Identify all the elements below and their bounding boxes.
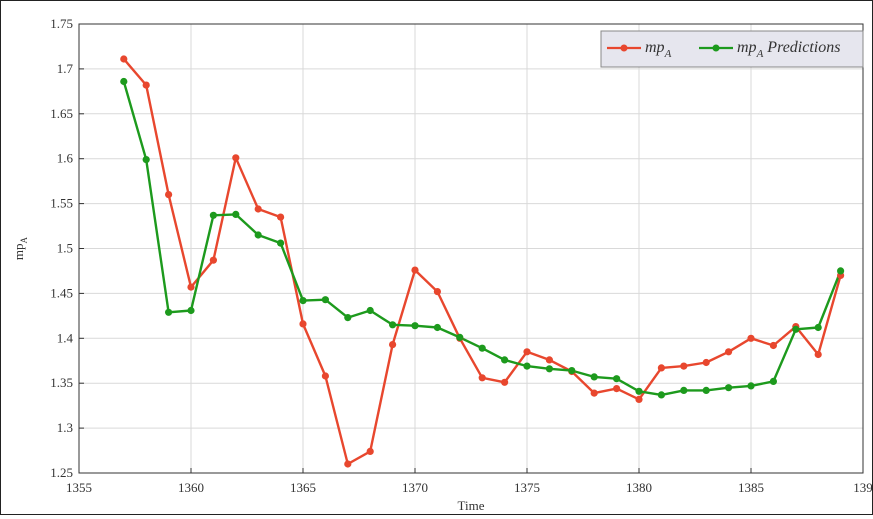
axes (78, 23, 864, 474)
series-2-point (568, 367, 576, 375)
legend-marker-series-2 (712, 44, 720, 52)
series-2-point (613, 375, 621, 383)
series-1-point (613, 385, 621, 393)
series-2-point (433, 323, 441, 332)
legend: mpA mpA Predictions (600, 30, 864, 68)
series-1-point (590, 389, 598, 397)
series-1-point (120, 55, 128, 63)
series-1-point (523, 348, 531, 356)
series-2-point (120, 77, 128, 86)
series-1-point (635, 395, 643, 403)
series-2-point (299, 297, 307, 305)
y-tick-label: 1.7 (57, 61, 74, 76)
x-tick-label: 1355 (66, 480, 92, 495)
series-2-point (792, 325, 800, 333)
series-2-point (501, 356, 509, 364)
series-2-point (187, 306, 195, 315)
x-tick-label: 1380 (626, 480, 652, 495)
series-2-point (725, 384, 733, 392)
legend-marker-series-1 (620, 44, 628, 52)
series-1-point (389, 341, 397, 349)
plot-border (78, 23, 864, 474)
series-1-point (433, 288, 441, 296)
y-tick-label: 1.55 (50, 196, 73, 211)
series-2-point (389, 321, 397, 329)
series-1-point (277, 213, 285, 221)
series-2-point (590, 373, 598, 381)
series-1-point (366, 447, 374, 455)
series-2-point (142, 156, 150, 164)
series-1-point (321, 372, 329, 380)
series-2-point (277, 239, 285, 247)
series-1-point (165, 191, 173, 199)
y-tick-labels: 1.25 1.3 1.35 1.4 1.45 1.5 1.55 1.6 1.65 1.7 1.75 (50, 16, 73, 480)
series-1-point (344, 460, 352, 468)
series-1-point (232, 154, 240, 162)
x-tick-label: 1370 (402, 480, 428, 495)
series-2-point (769, 377, 778, 385)
series-1-point (725, 348, 733, 356)
series-1-point (187, 283, 195, 291)
series-2-point (254, 231, 262, 239)
series-points (120, 55, 845, 468)
y-tick-label: 1.4 (57, 330, 74, 345)
y-tick-label: 1.5 (57, 241, 73, 256)
series-2-point (344, 314, 352, 322)
series-2-point (814, 323, 822, 332)
series-2-point (837, 267, 845, 275)
series-2-point (478, 344, 486, 352)
y-tick-label: 1.65 (50, 106, 73, 121)
x-tick-label: 1385 (738, 480, 764, 495)
y-tick-label: 1.25 (50, 465, 73, 480)
series-2-point (209, 211, 217, 219)
series-1-point (657, 364, 666, 372)
series-1-point (299, 320, 307, 328)
x-tick-label: 139 (853, 480, 872, 495)
series-1-point (209, 256, 217, 264)
series-2-point (680, 386, 688, 394)
y-tick-label: 1.45 (50, 285, 73, 300)
series-2-point (635, 387, 643, 395)
y-axis-label-main: mp (11, 243, 26, 260)
series-1-point (478, 374, 486, 382)
series-2-point (523, 362, 531, 370)
series-1-point (142, 81, 150, 89)
series-2-point (545, 365, 554, 373)
series-1-point (769, 341, 778, 350)
series-2-point (321, 296, 329, 304)
y-tick-label: 1.75 (50, 16, 73, 31)
series-1-point (254, 205, 262, 213)
y-tick-label: 1.3 (57, 420, 73, 435)
legend-label-series-1: mpA (645, 39, 672, 60)
series-1-point (545, 356, 554, 364)
series-1-point (814, 350, 822, 359)
y-axis-label-sub: A (19, 236, 29, 243)
series-1-point (747, 334, 755, 342)
series-1-point (680, 362, 688, 370)
y-tick-label: 1.6 (57, 151, 74, 166)
x-tick-label: 1365 (290, 480, 316, 495)
series-2-point (165, 308, 173, 316)
series-2-point (747, 382, 755, 390)
series-1-point (501, 378, 509, 386)
series-2-point (456, 333, 464, 341)
y-tick-label: 1.35 (50, 375, 73, 390)
y-axis-label: mpA (11, 236, 29, 260)
series-2-point (411, 322, 419, 330)
series-2-point (702, 386, 710, 394)
series-2-point (232, 210, 240, 218)
series-1-point (411, 266, 419, 274)
series-1-point (702, 358, 710, 367)
x-tick-label: 1375 (514, 480, 540, 495)
x-axis-label: Time (458, 498, 485, 513)
series-2-point (366, 306, 374, 315)
x-tick-labels: 1355 1360 1365 1370 1375 1380 1385 139 (66, 480, 873, 495)
x-tick-label: 1360 (178, 480, 204, 495)
legend-label-series-2: mpA Predictions (737, 39, 840, 60)
series-2-point (657, 391, 666, 399)
